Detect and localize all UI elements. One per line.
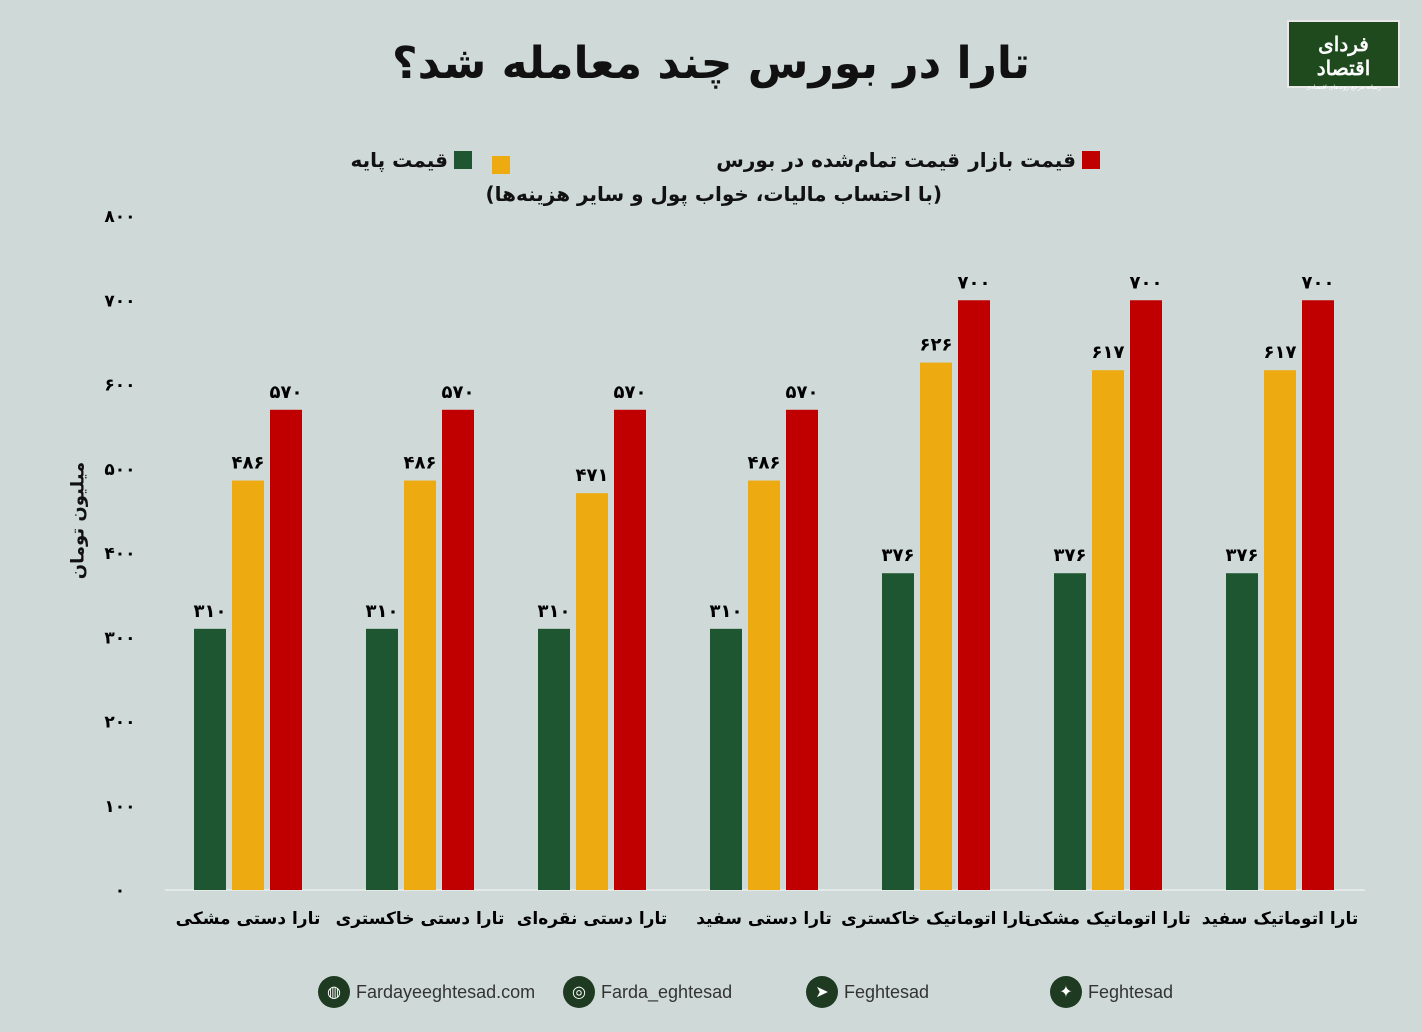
data-label: ۴۸۶ bbox=[232, 453, 265, 474]
bar bbox=[920, 362, 952, 891]
data-label: ۷۰۰ bbox=[1130, 272, 1163, 293]
x-tick-label: تارا اتوماتیک مشکی bbox=[1025, 909, 1191, 929]
x-tick-label: تارا اتوماتیک خاکستری bbox=[841, 909, 1031, 929]
data-label: ۳۱۰ bbox=[194, 601, 227, 622]
legend-base: قیمت پایه bbox=[351, 148, 472, 172]
data-label: ۴۷۱ bbox=[576, 465, 609, 486]
y-tick-label: ۵۰۰ bbox=[104, 460, 135, 480]
data-label: ۵۷۰ bbox=[442, 382, 475, 403]
y-tick-label: ۶۰۰ bbox=[104, 376, 135, 396]
chart-title: تارا در بورس چند معامله شد؟ bbox=[392, 38, 1030, 89]
data-label: ۷۰۰ bbox=[1302, 272, 1335, 293]
bar bbox=[1302, 300, 1334, 890]
twitter-text: Feghtesad bbox=[1088, 981, 1174, 1002]
website-text: Fardayeeghtesad.com bbox=[356, 981, 536, 1002]
data-label: ۴۸۶ bbox=[404, 453, 437, 474]
legend-label-base: قیمت پایه bbox=[350, 148, 448, 172]
bar bbox=[366, 628, 398, 890]
logo-tagline: رسانه مرجع روندهای اقتصادی bbox=[1306, 84, 1381, 91]
brand-logo: فردای اقتصاد رسانه مرجع روندهای اقتصادی bbox=[1287, 20, 1400, 91]
footer-twitter[interactable]: ✦ Feghtesad bbox=[1050, 976, 1173, 1008]
data-label: ۳۱۰ bbox=[710, 601, 743, 622]
logo-name: فردای اقتصاد bbox=[1316, 32, 1371, 80]
x-tick-label: تارا دستی نقره‌ای bbox=[517, 909, 667, 929]
bar bbox=[614, 409, 646, 890]
bar bbox=[404, 480, 436, 890]
data-label: ۶۲۶ bbox=[920, 335, 953, 356]
bar bbox=[232, 480, 264, 890]
bar bbox=[958, 300, 990, 890]
bar bbox=[576, 493, 608, 890]
bar bbox=[1054, 573, 1086, 890]
bar bbox=[1264, 370, 1296, 890]
legend-swatch-market bbox=[1082, 151, 1100, 169]
bar bbox=[538, 628, 570, 890]
data-label: ۳۱۰ bbox=[538, 601, 571, 622]
instagram-icon: ◎ bbox=[563, 976, 595, 1008]
legend-label-exchange: قیمت تمام‌شده در بورس bbox=[716, 148, 960, 172]
data-label: ۳۷۶ bbox=[1054, 545, 1087, 566]
twitter-icon: ✦ bbox=[1050, 976, 1082, 1008]
x-tick-label: تارا دستی مشکی bbox=[176, 909, 321, 929]
footer-website[interactable]: ◍ Fardayeeghtesad.com bbox=[318, 976, 535, 1008]
data-label: ۴۸۶ bbox=[748, 453, 781, 474]
legend-swatch-base bbox=[454, 151, 472, 169]
bar bbox=[882, 573, 914, 890]
data-label: ۶۱۷ bbox=[1092, 342, 1125, 363]
data-label: ۳۷۶ bbox=[1226, 545, 1259, 566]
data-label: ۳۱۰ bbox=[366, 601, 399, 622]
y-tick-label: ۰ bbox=[115, 881, 125, 901]
y-tick-label: ۳۰۰ bbox=[104, 628, 135, 648]
bar-chart: ۰ ۱۰۰ ۲۰۰ ۳۰۰ ۴۰۰ ۵۰۰ ۶۰۰ ۷۰۰ ۸۰۰ ۳۱۰ ۴۸۶ ۵۷۰ تارا د… bbox=[104, 207, 1365, 929]
telegram-text: Feghtesad bbox=[844, 981, 930, 1002]
footer: ◍ Fardayeeghtesad.com ◎ Farda_eghtesad ➤… bbox=[0, 976, 1422, 1010]
bar bbox=[1226, 573, 1258, 890]
telegram-icon: ➤ bbox=[806, 976, 838, 1008]
footer-telegram[interactable]: ➤ Feghtesad bbox=[806, 976, 929, 1008]
y-tick-label: ۸۰۰ bbox=[104, 207, 135, 227]
bar bbox=[442, 409, 474, 890]
instagram-text: Farda_eghtesad bbox=[601, 981, 733, 1002]
bar bbox=[748, 480, 780, 890]
y-tick-label: ۷۰۰ bbox=[104, 291, 135, 311]
data-label: ۵۷۰ bbox=[270, 382, 303, 403]
legend-label-market: قیمت بازار bbox=[968, 148, 1076, 172]
bar bbox=[270, 409, 302, 890]
data-label: ۵۷۰ bbox=[786, 382, 819, 403]
x-tick-label: تارا اتوماتیک سفید bbox=[1202, 909, 1358, 929]
y-tick-label: ۲۰۰ bbox=[104, 713, 135, 733]
x-tick-label: تارا دستی خاکستری bbox=[336, 909, 505, 929]
data-label: ۳۷۶ bbox=[882, 545, 915, 566]
data-label: ۵۷۰ bbox=[614, 382, 647, 403]
y-tick-label: ۴۰۰ bbox=[104, 544, 135, 564]
footer-instagram[interactable]: ◎ Farda_eghtesad bbox=[563, 976, 732, 1008]
data-label: ۷۰۰ bbox=[958, 272, 991, 293]
legend: قیمت بازار قیمت تمام‌شده در بورس قیمت پا… bbox=[340, 148, 1100, 218]
legend-exchange: قیمت تمام‌شده در بورس bbox=[716, 148, 960, 172]
data-label: ۶۱۷ bbox=[1264, 342, 1297, 363]
bar bbox=[194, 628, 226, 890]
x-tick-label: تارا دستی سفید bbox=[696, 909, 832, 929]
bar bbox=[786, 409, 818, 890]
globe-icon: ◍ bbox=[318, 976, 350, 1008]
bar bbox=[1092, 370, 1124, 890]
legend-note: (با احتساب مالیات، خواب پول و سایر هزینه… bbox=[485, 182, 942, 206]
bar bbox=[710, 628, 742, 890]
y-tick-label: ۱۰۰ bbox=[104, 797, 135, 817]
legend-market: قیمت بازار bbox=[968, 148, 1100, 172]
legend-swatch-exchange bbox=[492, 156, 510, 174]
bar bbox=[1130, 300, 1162, 890]
